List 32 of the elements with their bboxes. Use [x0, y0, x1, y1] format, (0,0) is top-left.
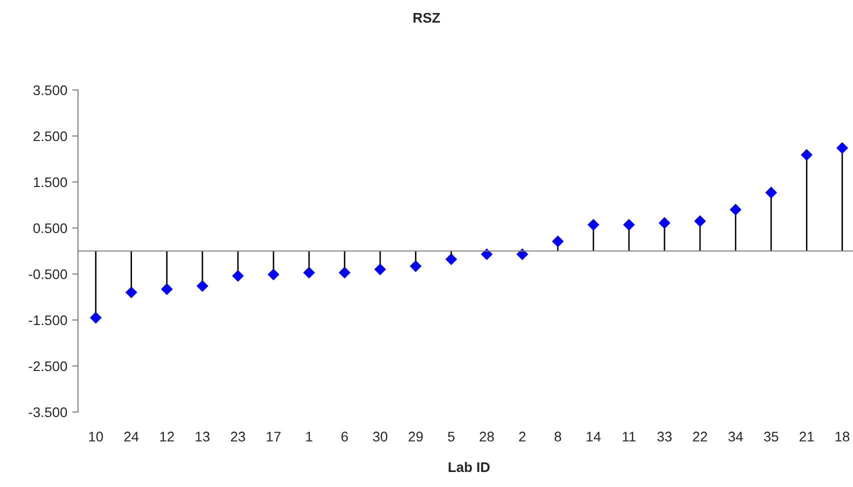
x-tick-label: 1 — [306, 432, 312, 442]
x-tick-label: 5 — [448, 432, 455, 442]
y-tick-label: 1.500 — [34, 177, 68, 188]
x-tick-label: 12 — [160, 432, 174, 442]
x-tick-label: 17 — [266, 432, 281, 442]
y-tick-label: -1.500 — [28, 315, 68, 326]
x-tick-label: 34 — [728, 432, 743, 442]
x-tick-label: 13 — [196, 432, 210, 442]
x-tick-label: 35 — [764, 432, 778, 442]
y-tick-label: 0.500 — [33, 223, 68, 234]
chart-title: RSZ — [414, 12, 440, 23]
x-tick-label: 8 — [554, 432, 562, 442]
y-tick-label: -2.500 — [28, 361, 68, 372]
x-tick-label: 18 — [836, 432, 850, 442]
y-tick-label: -3.500 — [28, 407, 68, 418]
x-tick-label: 6 — [341, 432, 348, 442]
x-tick-label: 2 — [519, 432, 526, 442]
x-tick-label: 10 — [89, 432, 103, 442]
x-tick-label: 21 — [800, 432, 814, 442]
x-tick-label: 22 — [693, 432, 708, 442]
x-tick-label: 24 — [124, 432, 139, 442]
y-tick-label: 2.500 — [34, 131, 68, 142]
x-tick-label: 14 — [586, 432, 601, 442]
x-tick-label: 28 — [480, 432, 494, 442]
x-axis-title: Lab ID — [448, 462, 490, 472]
x-tick-label: 29 — [408, 432, 423, 442]
x-tick-label: 33 — [657, 432, 672, 442]
y-tick-label: 3.500 — [33, 85, 68, 96]
x-tick-label: 11 — [622, 432, 636, 442]
y-tick-label: -0.500 — [28, 269, 68, 280]
x-tick-label: 30 — [372, 432, 388, 442]
x-tick-label: 23 — [230, 432, 246, 442]
